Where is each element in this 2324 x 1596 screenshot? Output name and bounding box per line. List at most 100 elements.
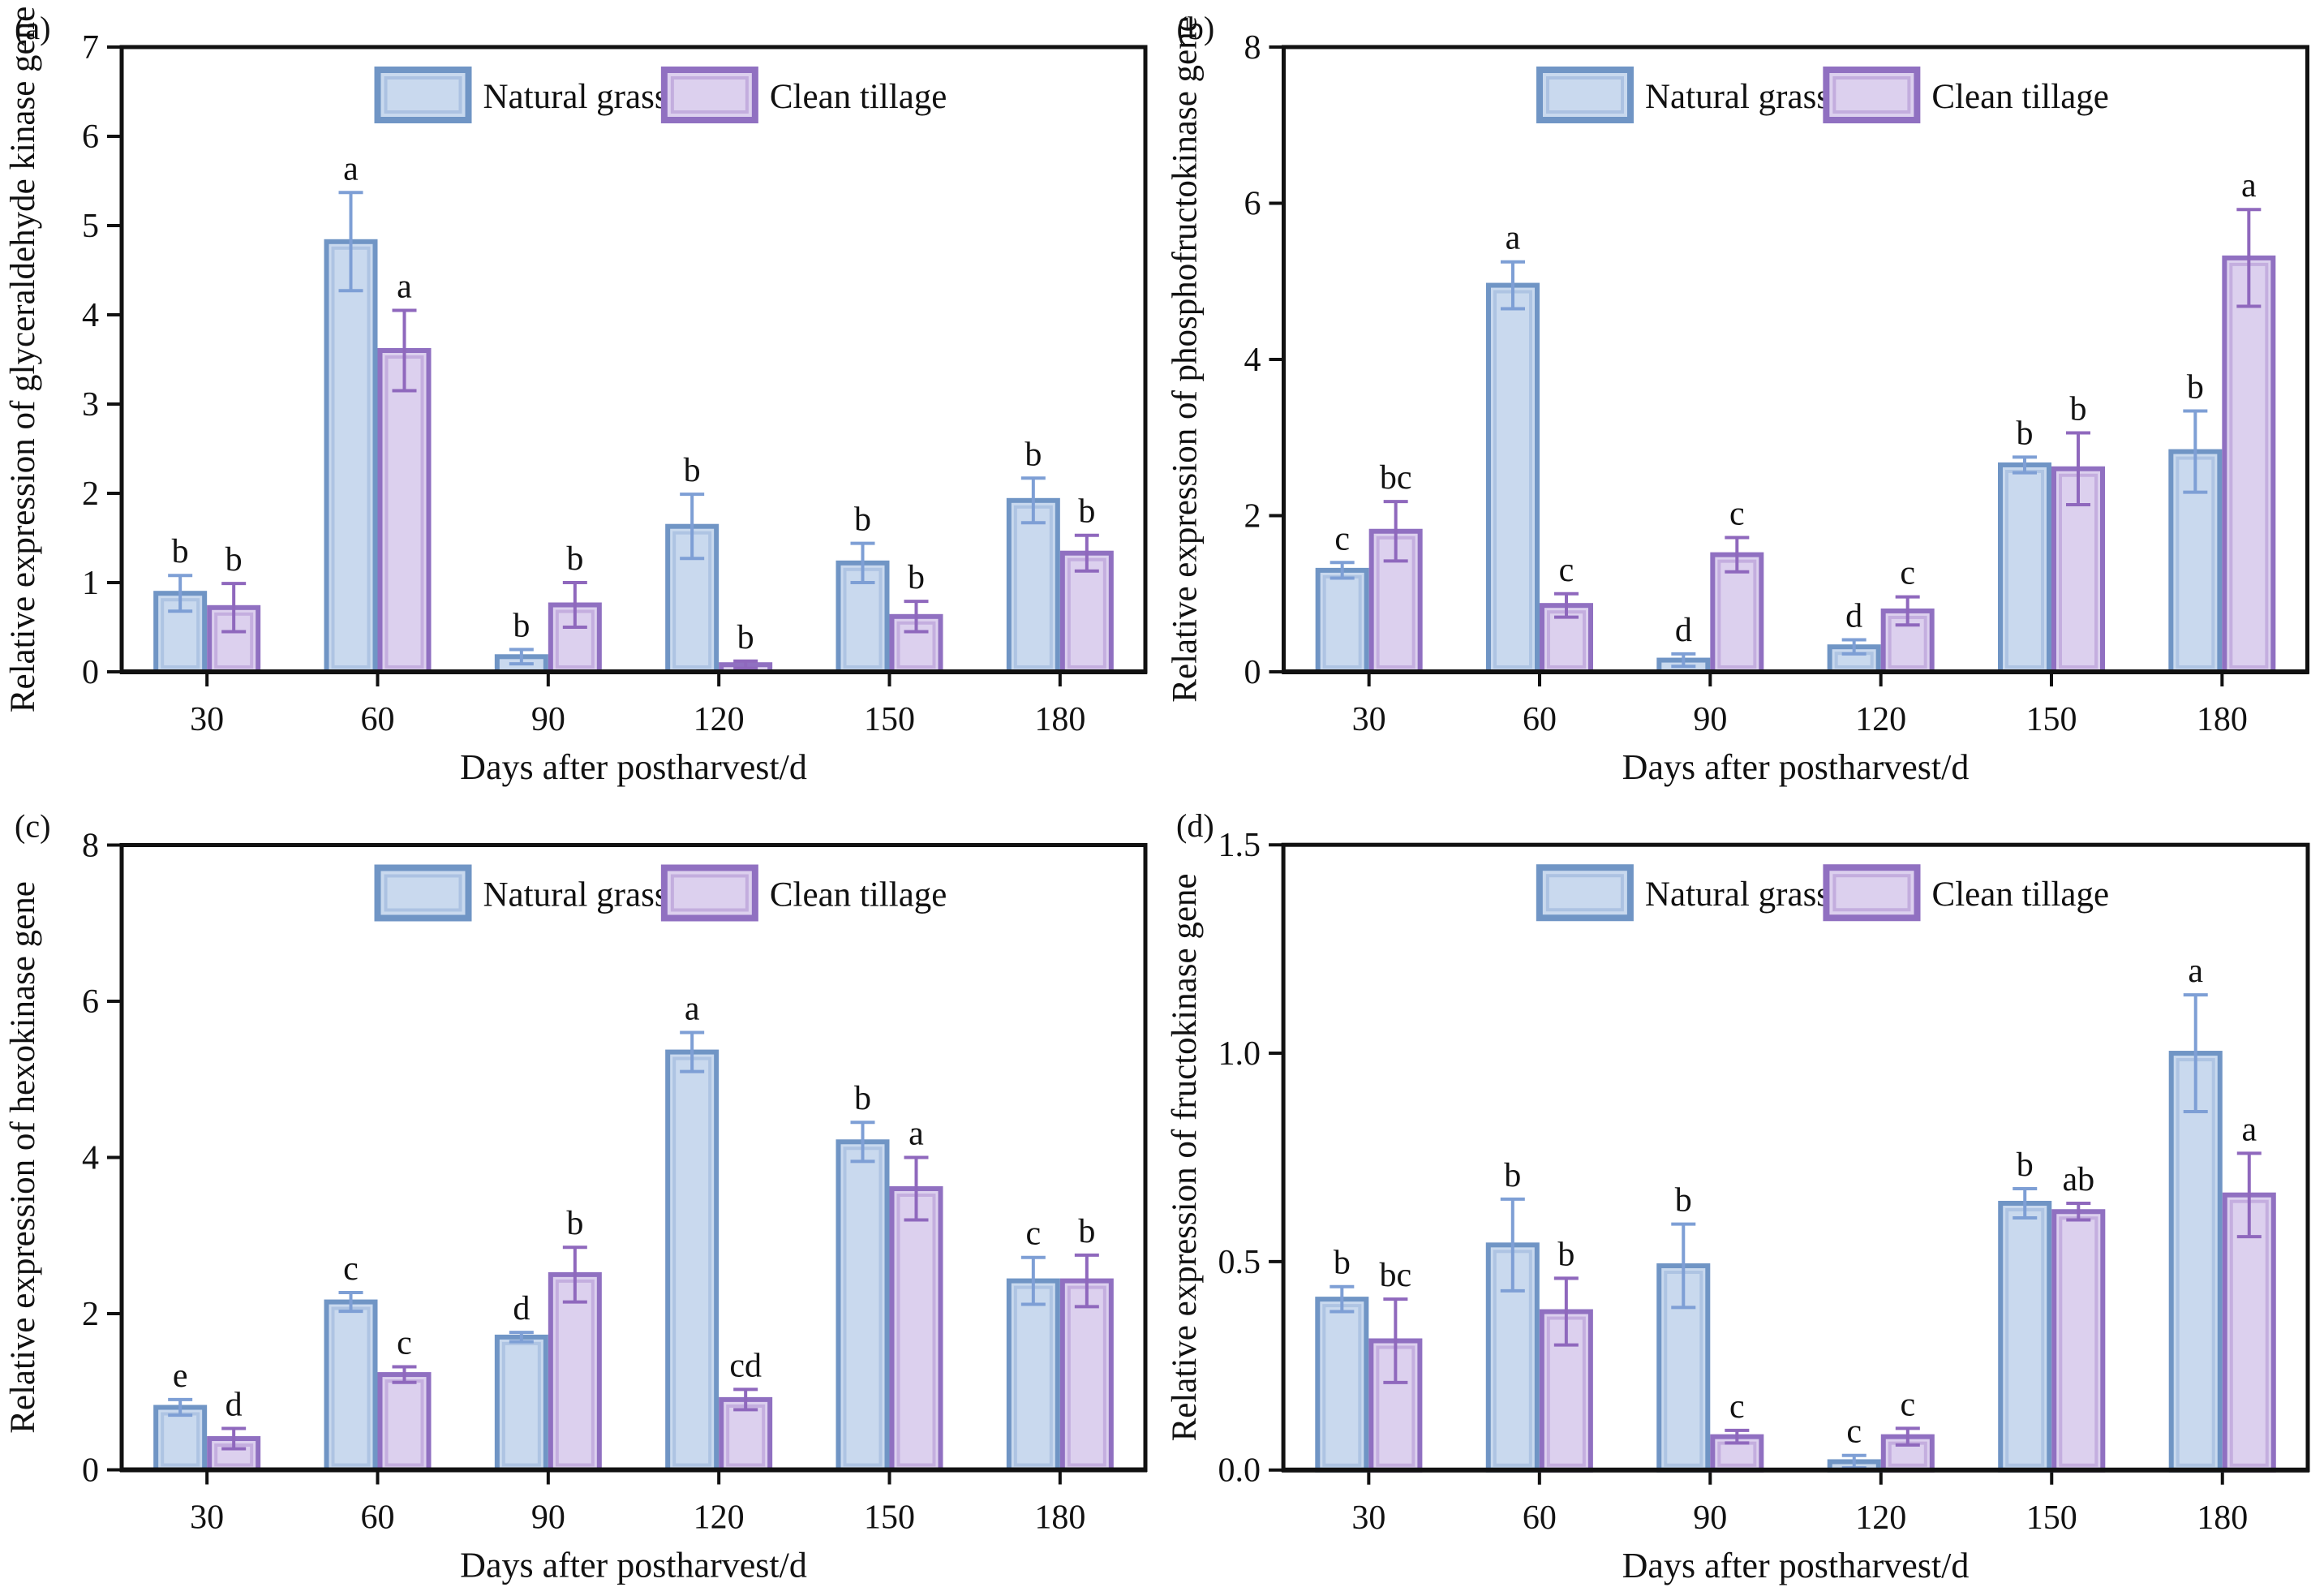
legend-swatch-inner <box>1546 76 1624 114</box>
x-tick-label: 30 <box>190 1499 224 1537</box>
chart-panel-d: 0.0 0.5 1.0 1.5 30 60 90 120 150 180 Days after po… <box>1166 807 2310 1585</box>
x-tick-label: 180 <box>2197 1499 2248 1537</box>
sig-letter: bc <box>1380 459 1412 497</box>
sig-letter: d <box>1845 598 1862 635</box>
sig-letter: b <box>1025 436 1042 473</box>
legend-swatch-inner <box>670 76 749 114</box>
legend-label-clean-tillage: Clean tillage <box>1931 78 2109 116</box>
y-tick-label: 2 <box>82 475 99 513</box>
x-tick-label: 180 <box>2197 701 2248 738</box>
x-tick-label: 60 <box>361 701 395 738</box>
sig-letter: c <box>1846 1413 1862 1451</box>
legend-swatch-inner <box>1545 874 1624 912</box>
sig-letter: c <box>397 1324 412 1362</box>
legend-swatch-inner <box>670 874 749 912</box>
chart-panel-c: 0 2 4 6 8 30 60 90 120 150 180 Days after postharve… <box>4 808 1148 1585</box>
sig-letter: b <box>566 540 583 578</box>
plot-border <box>119 843 1148 1472</box>
x-tick-label: 120 <box>694 1499 745 1537</box>
y-tick-label: 0 <box>82 1452 99 1490</box>
y-tick-label: 2 <box>82 1296 99 1333</box>
y-axis-label: Relative expression of hexokinase gene <box>4 881 42 1434</box>
x-axis-label: Days after postharvest/d <box>1622 1546 1970 1585</box>
sig-letter: a <box>1506 220 1521 257</box>
sig-letter: b <box>2070 390 2087 428</box>
x-tick-label: 150 <box>864 1499 915 1537</box>
legend-label-natural-grass: Natural grass <box>483 876 668 914</box>
sig-letter: b <box>1078 1213 1095 1250</box>
sig-letter: e <box>173 1357 188 1395</box>
x-tick-label: 180 <box>1034 1499 1085 1537</box>
bar-inner <box>501 1341 541 1467</box>
sig-letter: a <box>343 150 359 187</box>
y-tick-label: 5 <box>82 208 99 245</box>
x-axis-label: Days after postharvest/d <box>1622 747 1970 787</box>
sig-letter: bc <box>1380 1257 1412 1294</box>
y-tick-label: 6 <box>1244 186 1261 223</box>
sig-letter: b <box>684 452 701 489</box>
sig-letter: b <box>1334 1245 1351 1282</box>
chart-panel-a: 0 1 2 3 4 5 6 7 30 60 90 120 150 180 Days after postha… <box>4 6 1148 787</box>
sig-letter: b <box>1675 1182 1692 1220</box>
x-tick-label: 150 <box>2026 701 2077 738</box>
y-tick-label: 4 <box>82 297 99 334</box>
y-tick-label: 6 <box>82 983 99 1021</box>
sig-letter: b <box>513 608 530 645</box>
panel-label: (c) <box>15 808 50 845</box>
x-tick-label: 90 <box>531 1499 565 1537</box>
sig-letter: b <box>854 501 871 539</box>
sig-letter: b <box>737 619 754 656</box>
legend-label-natural-grass: Natural grass <box>1645 875 1830 914</box>
chart-panel-b: 0 2 4 6 8 30 60 90 120 150 180 Days after postharve… <box>1166 10 2309 787</box>
x-tick-label: 60 <box>361 1499 395 1537</box>
panel-b: 0 2 4 6 8 30 60 90 120 150 180 Days after postharve… <box>1162 0 2324 798</box>
sig-letter: b <box>2017 415 2034 452</box>
sig-letter: c <box>1900 1386 1915 1423</box>
y-tick-label: 1.0 <box>1218 1035 1261 1073</box>
x-tick-label: 120 <box>1855 1499 1906 1537</box>
x-axis-label: Days after postharvest/d <box>460 1546 807 1585</box>
legend-swatch-inner <box>384 76 462 114</box>
y-tick-label: 4 <box>1244 342 1261 379</box>
x-tick-label: 150 <box>2026 1499 2077 1537</box>
sig-letter: c <box>1900 555 1915 592</box>
y-tick-label: 0 <box>82 654 99 691</box>
y-tick-label: 0.0 <box>1218 1452 1261 1490</box>
x-tick-label: 90 <box>1693 1499 1727 1537</box>
sig-letter: b <box>226 541 243 579</box>
plot-border <box>1282 45 2309 674</box>
sig-letter: c <box>1026 1215 1042 1253</box>
sig-letter: b <box>1504 1157 1521 1194</box>
sig-letter: d <box>226 1386 243 1423</box>
x-tick-label: 30 <box>1351 1499 1385 1537</box>
y-tick-label: 1.5 <box>1218 827 1261 864</box>
panel-label: (a) <box>15 10 50 46</box>
x-tick-label: 60 <box>1523 1499 1557 1537</box>
sig-letter: c <box>1559 552 1574 589</box>
sig-letter: b <box>1557 1236 1574 1273</box>
sig-letter: d <box>1675 612 1692 649</box>
sig-letter: c <box>343 1250 359 1288</box>
panel-label: (d) <box>1176 807 1214 844</box>
y-tick-label: 8 <box>82 828 99 865</box>
legend-label-clean-tillage: Clean tillage <box>770 78 947 116</box>
sig-letter: c <box>1729 495 1745 532</box>
sig-letter: a <box>2241 167 2257 204</box>
sig-letter: b <box>2187 369 2204 407</box>
sig-letter: c <box>1729 1388 1745 1426</box>
x-tick-label: 90 <box>531 701 565 738</box>
x-tick-label: 180 <box>1034 701 1085 738</box>
panel-a: 0 1 2 3 4 5 6 7 30 60 90 120 150 180 Days after postha… <box>0 0 1162 798</box>
y-tick-label: 0.5 <box>1218 1244 1261 1281</box>
sig-letter: b <box>172 533 189 570</box>
sig-letter: a <box>2188 953 2203 990</box>
x-tick-label: 120 <box>694 701 745 738</box>
y-tick-label: 3 <box>82 386 99 424</box>
y-axis-label: Relative expression of phosphofructokina… <box>1166 16 1205 702</box>
sig-letter: b <box>566 1205 583 1242</box>
sig-letter: b <box>2017 1146 2034 1184</box>
legend-swatch-inner <box>384 874 462 912</box>
legend-label-clean-tillage: Clean tillage <box>1932 875 2110 914</box>
legend-swatch-inner <box>1832 76 1911 114</box>
